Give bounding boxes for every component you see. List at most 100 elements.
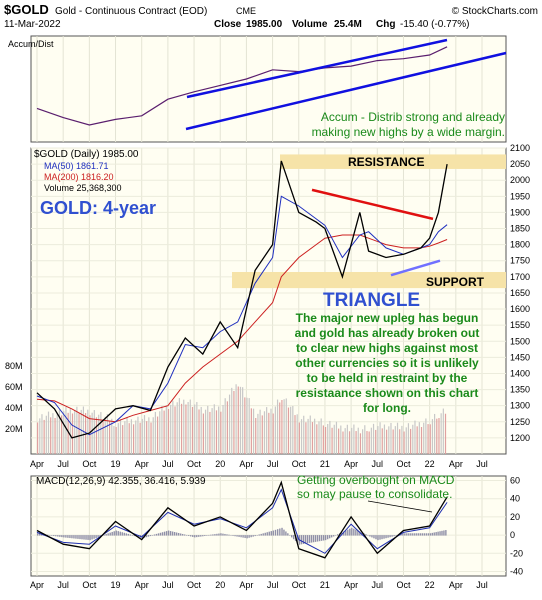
volume-bar xyxy=(300,419,303,454)
macd-histogram-bar xyxy=(421,533,423,536)
macd-histogram-bar xyxy=(37,533,39,536)
volume-bar xyxy=(211,408,213,454)
macd-histogram-bar xyxy=(415,533,417,536)
macd-histogram-bar xyxy=(349,528,351,536)
volume-bar xyxy=(263,411,266,454)
y-tick-label: 1950 xyxy=(510,191,530,201)
header-name: Gold - Continuous Contract (EOD) xyxy=(55,6,207,17)
y-tick-label: 1850 xyxy=(510,224,530,234)
volume-bar xyxy=(257,413,259,454)
volume-bar xyxy=(434,413,436,454)
volume-bar xyxy=(396,422,399,454)
volume-bar xyxy=(342,431,344,454)
macd-histogram-bar xyxy=(411,533,413,536)
macd-histogram-bar xyxy=(326,535,329,540)
x-tick-label: Apr xyxy=(30,459,44,469)
volume-bar xyxy=(141,418,143,454)
macd-histogram-bar xyxy=(281,527,283,536)
volume-bar xyxy=(327,423,329,454)
macd-histogram-bar xyxy=(236,535,238,537)
volume-bar xyxy=(102,419,104,454)
macd-histogram-bar xyxy=(367,535,369,536)
volume-bar xyxy=(100,412,102,454)
macd-histogram-bar xyxy=(427,533,430,536)
volume-bar xyxy=(222,404,224,454)
macd-histogram-bar xyxy=(145,535,148,538)
volume-bar xyxy=(122,425,124,454)
macd-histogram-bar xyxy=(322,535,325,541)
macd-histogram-bar xyxy=(314,535,317,542)
x-tick-label-macd: Apr xyxy=(135,580,149,590)
y-tick-label: 2000 xyxy=(510,175,530,185)
volume-bar xyxy=(416,426,418,454)
volume-bar xyxy=(268,412,270,454)
price-panel xyxy=(30,147,507,455)
macd-histogram-bar xyxy=(343,531,345,536)
volume-tick-label: 20M xyxy=(5,424,23,434)
macd-histogram-bar xyxy=(55,535,57,537)
macd-histogram-bar xyxy=(204,535,206,537)
x-tick-label: Jul xyxy=(267,459,279,469)
x-tick-label-macd: 20 xyxy=(215,580,225,590)
volume-bar xyxy=(266,407,268,454)
volume-bar xyxy=(202,413,204,454)
volume-bar xyxy=(366,431,368,454)
volume-bar xyxy=(220,411,222,454)
volume-bar xyxy=(392,429,394,454)
macd-histogram-bar xyxy=(175,532,178,536)
y-tick-label: 1700 xyxy=(510,272,530,282)
support-label: SUPPORT xyxy=(426,275,485,289)
volume-bar xyxy=(344,428,346,454)
x-tick-label: 22 xyxy=(425,459,435,469)
macd-histogram-bar xyxy=(111,531,113,536)
volume-bar xyxy=(187,402,189,454)
y-tick-label: 1350 xyxy=(510,385,530,395)
volume-bar xyxy=(294,415,296,454)
volume-bar xyxy=(438,418,440,454)
volume-bar xyxy=(383,424,386,454)
macd-histogram-bar xyxy=(131,535,134,536)
volume-bar xyxy=(246,397,248,454)
volume-bar xyxy=(108,421,111,454)
volume-bar xyxy=(233,391,235,454)
macd-histogram-bar xyxy=(123,532,125,536)
resistance-label: RESISTANCE xyxy=(348,155,424,169)
macd-histogram-bar xyxy=(57,535,59,537)
macd-histogram-bar xyxy=(285,531,287,536)
volume-bar xyxy=(287,407,290,454)
volume-bar xyxy=(364,425,366,454)
macd-histogram-bar xyxy=(87,535,89,540)
macd-histogram-bar xyxy=(109,532,111,536)
header-date: 11-Mar-2022 xyxy=(4,19,61,30)
macd-histogram-bar xyxy=(306,535,309,544)
macd-histogram-bar xyxy=(260,533,262,536)
volume-bar xyxy=(388,426,390,454)
volume-bar xyxy=(74,410,76,454)
price-note-line: to be held in restraint by the xyxy=(307,371,468,385)
volume-bar xyxy=(429,424,431,454)
macd-histogram-bar xyxy=(181,533,184,536)
volume-bar xyxy=(359,433,362,454)
volume-bar xyxy=(148,417,150,454)
volume-bar xyxy=(333,424,335,454)
volume-bar xyxy=(244,397,246,454)
volume-bar xyxy=(279,402,281,454)
price-legend-title: $GOLD (Daily) 1985.00 xyxy=(34,149,139,160)
y-tick-label: 2050 xyxy=(510,159,530,169)
y-tick-label: 1900 xyxy=(510,207,530,217)
volume-bar xyxy=(261,415,263,454)
macd-histogram-bar xyxy=(149,535,152,537)
macd-histogram-bar xyxy=(190,535,192,537)
macd-histogram-bar xyxy=(177,532,180,536)
volume-bar xyxy=(239,386,242,454)
header-close: 1985.00 xyxy=(246,19,283,30)
volume-bar xyxy=(95,417,98,454)
macd-histogram-bar xyxy=(320,535,323,541)
accum-panel xyxy=(30,35,507,143)
volume-bar xyxy=(119,419,122,454)
x-tick-label-macd: Apr xyxy=(30,580,44,590)
volume-bar xyxy=(237,386,239,454)
volume-bar xyxy=(405,427,407,454)
volume-bar xyxy=(305,422,307,454)
volume-bar xyxy=(128,423,130,454)
